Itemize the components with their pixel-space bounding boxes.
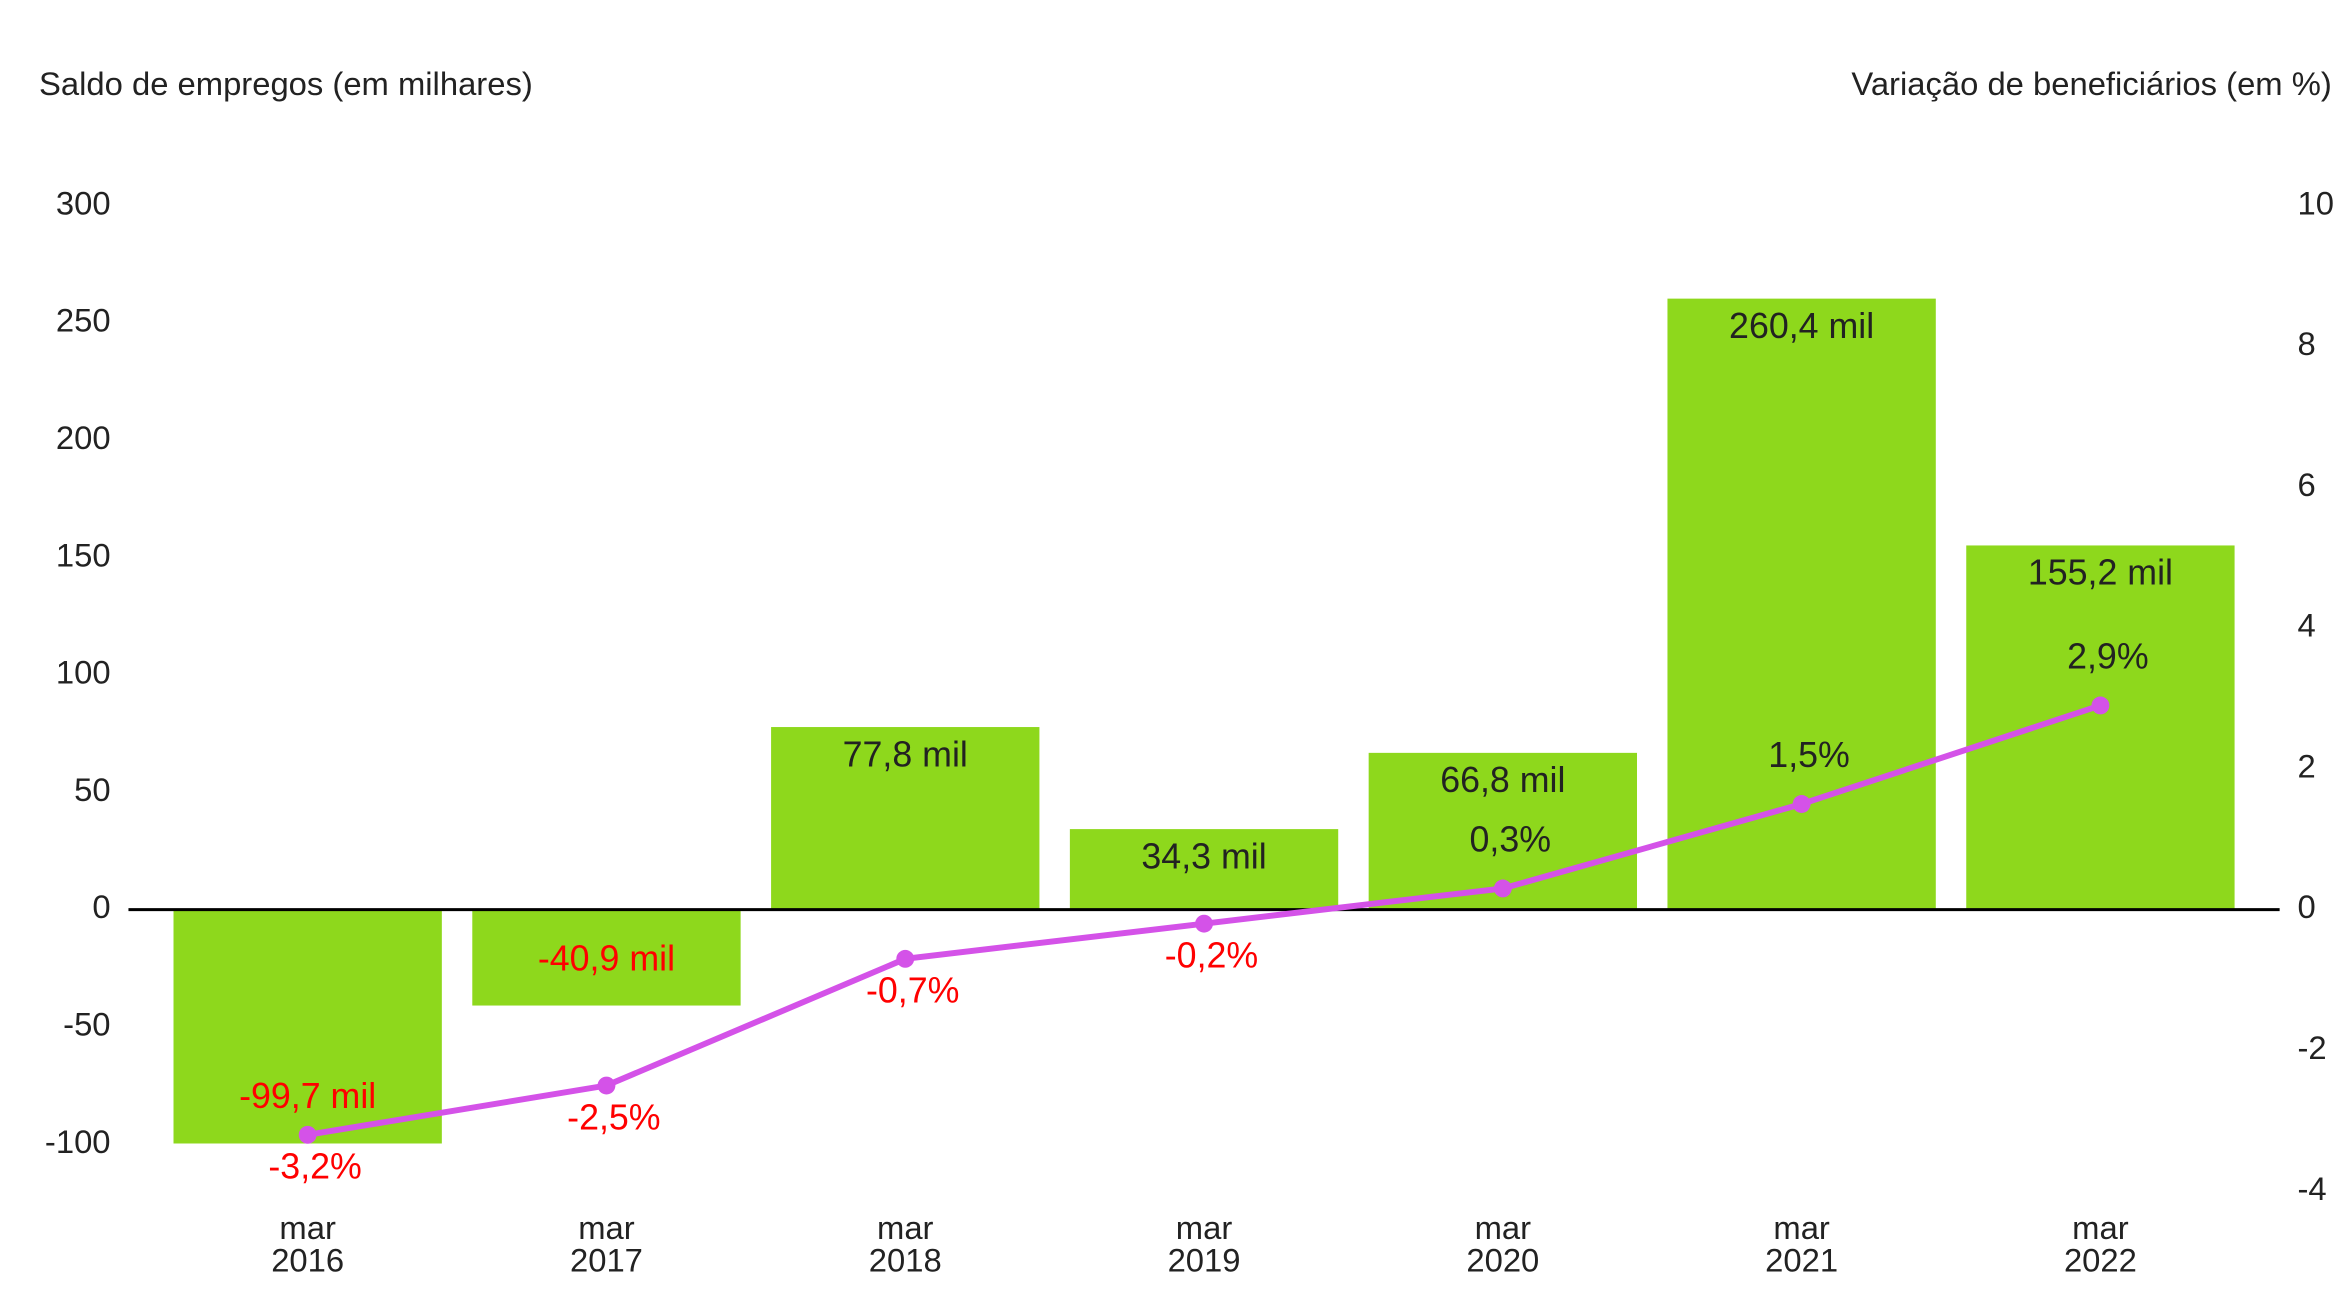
y-tick-label: 200: [56, 419, 111, 456]
x-tick-label: mar 2022: [2064, 1209, 2137, 1279]
line-point: [1493, 879, 1512, 898]
bar: [771, 727, 1040, 910]
line-point: [597, 1076, 616, 1095]
y-tick-label: 0: [92, 888, 110, 925]
bar: [1069, 829, 1339, 910]
line-value-label: -2,5%: [567, 1097, 660, 1137]
y-tick-label: 250: [56, 302, 111, 339]
y-tick-label: 50: [74, 771, 110, 808]
line-point: [1792, 795, 1811, 813]
bar-value-label: -99,7 mil: [239, 1076, 376, 1116]
bar: [1667, 298, 1936, 910]
bar-value-label: 155,2 mil: [2028, 553, 2173, 593]
y2-tick-label: 8: [2298, 325, 2316, 362]
line-value-label: 0,3%: [1470, 820, 1552, 860]
y2-tick-label: 6: [2298, 466, 2316, 503]
y-tick-label: -100: [45, 1123, 111, 1160]
y2-tick-label: -4: [2298, 1170, 2327, 1207]
line-point: [298, 1125, 317, 1144]
y-axis-title: Saldo de empregos (em milhares): [39, 65, 533, 102]
y2-tick-label: 4: [2298, 607, 2316, 644]
x-tick-label: mar 2017: [570, 1209, 643, 1279]
y2-tick-label: 0: [2298, 888, 2316, 925]
y2-axis-title: Variação de beneficiários (em %): [1851, 65, 2331, 102]
y-tick-label: 300: [56, 184, 111, 221]
line-value-label: -0,2%: [1165, 935, 1258, 975]
line-value-label: 1,5%: [1768, 735, 1850, 775]
x-tick-label: mar 2021: [1765, 1209, 1838, 1279]
bar-value-label: -40,9 mil: [538, 938, 675, 978]
line-point: [896, 949, 915, 968]
x-tick-label: mar 2019: [1168, 1209, 1241, 1279]
x-tick-label: mar 2018: [869, 1209, 942, 1279]
y2-tick-label: -2: [2298, 1029, 2327, 1066]
y-tick-label: 150: [56, 536, 111, 573]
line-point: [1195, 914, 1213, 933]
x-tick-label: mar 2016: [271, 1209, 344, 1279]
y2-tick-label: 10: [2298, 184, 2334, 221]
bar-value-label: 34,3 mil: [1141, 836, 1266, 876]
y-tick-label: 100: [56, 654, 111, 691]
bar: [1966, 545, 2235, 910]
line-value-label: -0,7%: [866, 971, 959, 1011]
line-value-label: 2,9%: [2067, 637, 2149, 677]
bar-value-label: 66,8 mil: [1440, 760, 1565, 800]
bar-value-label: 260,4 mil: [1729, 306, 1874, 346]
bar: [472, 909, 741, 1006]
line-value-label: -3,2%: [268, 1147, 361, 1187]
x-tick-label: mar 2020: [1466, 1209, 1539, 1279]
y2-tick-label: 2: [2298, 747, 2316, 784]
line-point: [2091, 696, 2110, 715]
y-tick-label: -50: [63, 1006, 110, 1043]
bar-value-label: 77,8 mil: [843, 734, 968, 774]
bar: [173, 909, 442, 1144]
